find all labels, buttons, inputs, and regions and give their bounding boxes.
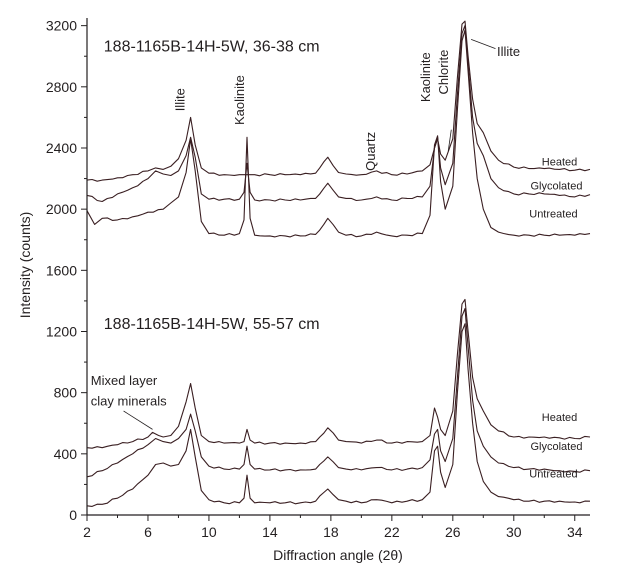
panel-title: 188-1165B-14H-5W, 36-38 cm [104,39,320,56]
y-tick-label: 2000 [46,201,77,217]
y-ticks: 0 400 800 1200 1600 2000 2400 2800 3200 [46,18,87,523]
trace-label: Heated [542,412,577,424]
trace-0-untreated [86,29,591,238]
panel-title: 188-1165B-14H-5W, 55-57 cm [104,316,320,333]
y-tick-label: 800 [54,385,78,401]
annotation-leaders [123,39,496,430]
x-tick-label: 34 [567,524,583,540]
annotation-label: Kaolinite [418,52,433,102]
y-tick-label: 1600 [46,262,77,278]
annotation-label: Chlorite [436,50,451,95]
y-tick-label: 2400 [46,140,77,156]
annotation-label: clay minerals [91,394,167,409]
y-tick-label: 400 [54,446,78,462]
x-tick-label: 30 [506,524,522,540]
annotation-label: Mixed layer [91,373,158,388]
y-axis-title: Intensity (counts) [17,212,33,319]
x-axis-title: Diffraction angle (2θ) [273,547,403,563]
chlorite-leader [447,129,452,152]
annotation-label: Illite [173,88,188,111]
panel-titles: 188-1165B-14H-5W, 36-38 cm 188-1165B-14H-… [104,39,320,334]
trace-label: Heated [542,157,577,169]
mixed-layer-leader [123,410,153,430]
x-tick-label: 6 [144,524,152,540]
x-tick-label: 10 [201,524,217,540]
y-tick-label: 0 [69,507,77,523]
y-tick-label: 2800 [46,79,77,95]
annotation-label: Quartz [363,132,378,171]
y-tick-label: 3200 [46,18,77,34]
annotation-label: Illite [497,44,520,59]
trace-label: Glycolated [530,180,582,192]
x-ticks: 2 6 10 14 18 22 26 30 34 [83,515,583,540]
x-tick-label: 14 [262,524,278,540]
y-tick-label: 1200 [46,323,77,339]
x-tick-label: 2 [83,524,91,540]
trace-0-glycolated [86,25,591,203]
y-axis: 0 400 800 1200 1600 2000 2400 2800 3200 [46,18,87,523]
trace-label: Glycolated [530,441,582,453]
trace-1-untreated [86,323,591,507]
trace-label: Untreated [529,469,577,481]
trace-1-heated [86,298,591,449]
x-tick-label: 22 [384,524,400,540]
trace-0-heated [86,20,591,182]
annotation-label: Kaolinite [232,75,247,125]
x-axis: 2 6 10 14 18 22 26 30 34 [83,515,583,540]
trace-1-glycolated [86,308,591,478]
trace-label: Untreated [529,209,577,221]
x-tick-label: 26 [445,524,461,540]
x-tick-label: 18 [323,524,339,540]
traces: Heated Glycolated Untreated Heated Glycolate… [86,20,591,507]
illite-leader [470,39,496,49]
